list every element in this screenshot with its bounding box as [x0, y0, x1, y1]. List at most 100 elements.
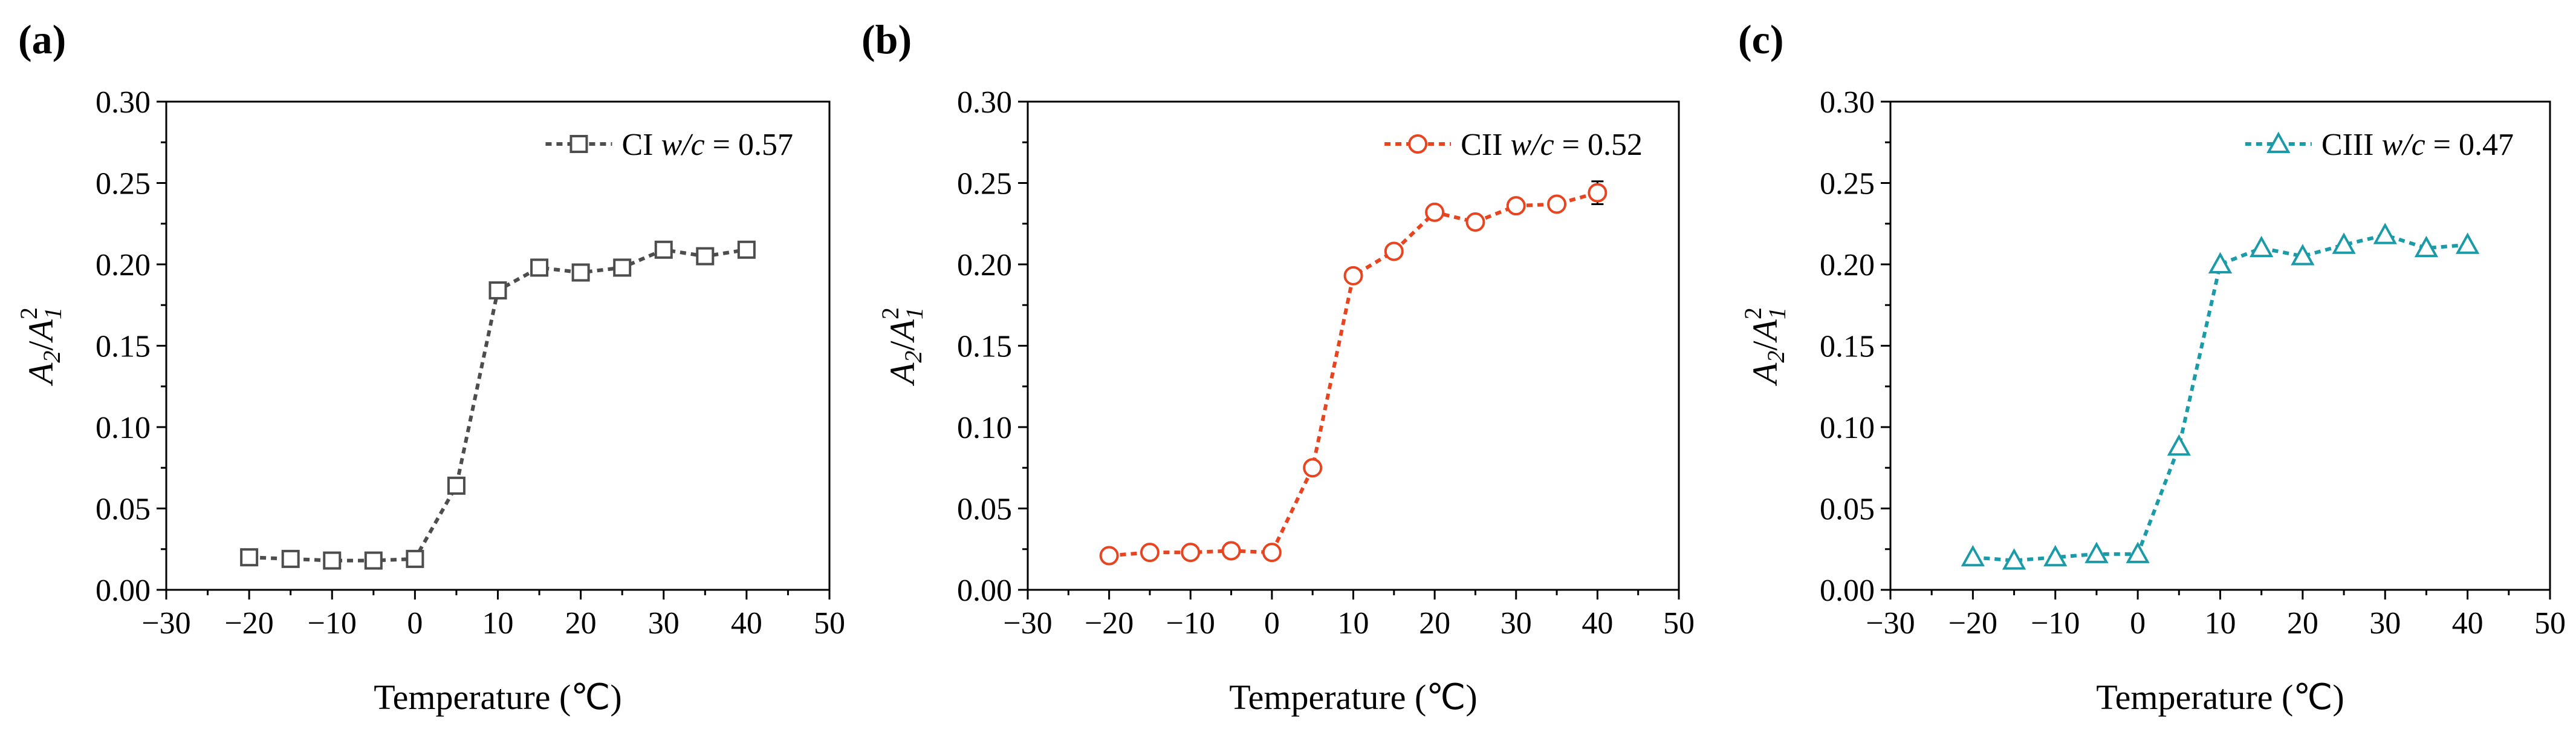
chart-panel-3: (c) −30 −20 −10 0 10 20 30 40 50 0.00 0.05 0.10 0.15 0…	[1738, 16, 2566, 717]
y-tick-label: 0.05	[1820, 492, 1875, 527]
series-line	[1109, 191, 1598, 558]
y-tick-label: 0.15	[1820, 330, 1875, 364]
chart-panel-2: (b) −30 −20 −10 0 10 20 30 40 50 0.00 0.05 0.10 0.15 0…	[861, 16, 1695, 717]
data-point	[1099, 546, 1119, 566]
data-point	[2332, 232, 2356, 254]
data-point	[1506, 196, 1526, 216]
y-tick-label: 0.25	[957, 167, 1012, 201]
data-point	[323, 551, 342, 570]
y-tick-label: 0.05	[957, 492, 1012, 527]
y-axis-title: A2/A21	[1739, 307, 1791, 387]
y-tick-label: 0.20	[957, 248, 1012, 283]
x-tick-label: 40	[2452, 606, 2484, 641]
data-point	[2373, 223, 2397, 244]
data-point	[2291, 244, 2315, 266]
y-tick-label: 0.30	[96, 85, 151, 120]
data-point	[2455, 232, 2480, 254]
x-tick-label: −20	[1085, 606, 1134, 641]
x-tick-label: 40	[1582, 606, 1613, 641]
x-tick-label: 40	[731, 606, 762, 641]
data-point	[406, 549, 424, 568]
y-tick-label: 0.10	[1820, 411, 1875, 445]
series-1	[1099, 180, 1608, 566]
legend-label: CI w/c = 0.57	[621, 128, 793, 162]
data-point	[613, 258, 632, 277]
y-axis-title: A2/A21	[877, 307, 928, 387]
panel-label: (b)	[861, 16, 912, 62]
data-point	[364, 551, 383, 570]
y-tick-label: 0.20	[96, 248, 151, 283]
data-point	[696, 247, 715, 266]
y-tick-label: 0.25	[96, 167, 151, 201]
plot-frame	[1027, 100, 1680, 591]
data-point	[1384, 241, 1404, 261]
data-point	[1303, 458, 1323, 478]
x-tick-label: 50	[1663, 606, 1695, 641]
data-point	[571, 263, 590, 282]
data-point	[2167, 434, 2191, 456]
data-point	[530, 258, 549, 277]
y-tick-label: 0.30	[1820, 85, 1875, 120]
x-tick-label: −10	[308, 606, 357, 641]
x-tick-label: 10	[482, 606, 514, 641]
legend-marker	[1408, 134, 1428, 154]
x-tick-label: 50	[2534, 606, 2566, 641]
x-tick-label: 30	[1501, 606, 1532, 641]
series-line	[1973, 233, 2468, 563]
series-1	[1961, 223, 2480, 570]
y-axis-title: A2/A21	[15, 307, 67, 387]
legend-label: CII w/c = 0.52	[1461, 128, 1643, 162]
y-tick-label: 0.15	[96, 330, 151, 364]
y-tick-label: 0.10	[96, 411, 151, 445]
x-tick-label: 10	[1338, 606, 1369, 641]
data-point	[2084, 541, 2109, 563]
chart-panel-1: (a) −30 −20 −10 0 10 20 30 40 50 0.00 0.05 0.10 0.15 0…	[15, 16, 845, 717]
data-point	[737, 240, 756, 259]
data-point	[2250, 235, 2274, 258]
legend: CIII w/c = 0.47	[2245, 128, 2514, 162]
data-point	[488, 281, 507, 300]
legend: CI w/c = 0.57	[545, 128, 793, 162]
panel-label: (a)	[18, 16, 66, 62]
data-point	[2043, 544, 2068, 567]
x-tick-label: 30	[2369, 606, 2401, 641]
data-point	[654, 240, 673, 259]
y-tick-label: 0.25	[1820, 167, 1875, 201]
data-point	[1465, 212, 1485, 232]
x-tick-label: −10	[2031, 606, 2080, 641]
y-tick-label: 0.00	[1820, 574, 1875, 608]
x-tick-label: −30	[141, 606, 190, 641]
data-point	[281, 549, 300, 568]
x-tick-label: 20	[2287, 606, 2318, 641]
y-tick-label: 0.10	[957, 411, 1012, 445]
series-1	[240, 240, 756, 570]
legend-label: CIII w/c = 0.47	[2321, 128, 2514, 162]
x-tick-label: 20	[565, 606, 597, 641]
x-tick-label: 0	[1264, 606, 1280, 641]
data-point	[2002, 548, 2026, 570]
legend-marker	[2266, 131, 2291, 153]
y-tick-label: 0.15	[957, 330, 1012, 364]
data-point	[1221, 541, 1241, 561]
panel-label: (c)	[1738, 16, 1783, 62]
data-point	[1425, 202, 1445, 222]
data-point	[240, 548, 259, 567]
data-point	[1262, 543, 1282, 563]
x-tick-label: 0	[407, 606, 423, 641]
y-tick-label: 0.05	[96, 492, 151, 527]
x-axis-title: Temperature (℃)	[374, 678, 621, 717]
y-tick-label: 0.30	[957, 85, 1012, 120]
data-point	[2208, 252, 2233, 273]
data-point	[1181, 543, 1201, 563]
data-point	[1547, 194, 1567, 214]
data-point	[1343, 266, 1363, 286]
plot-frame	[1889, 100, 2551, 591]
y-tick-label: 0.00	[96, 574, 151, 608]
x-tick-label: −30	[1003, 606, 1052, 641]
x-axis-title: Temperature (℃)	[2096, 678, 2344, 717]
data-point	[2126, 541, 2150, 563]
data-point	[447, 476, 466, 495]
x-tick-label: −20	[224, 606, 273, 641]
data-point	[1588, 183, 1608, 203]
data-point	[1140, 543, 1160, 563]
